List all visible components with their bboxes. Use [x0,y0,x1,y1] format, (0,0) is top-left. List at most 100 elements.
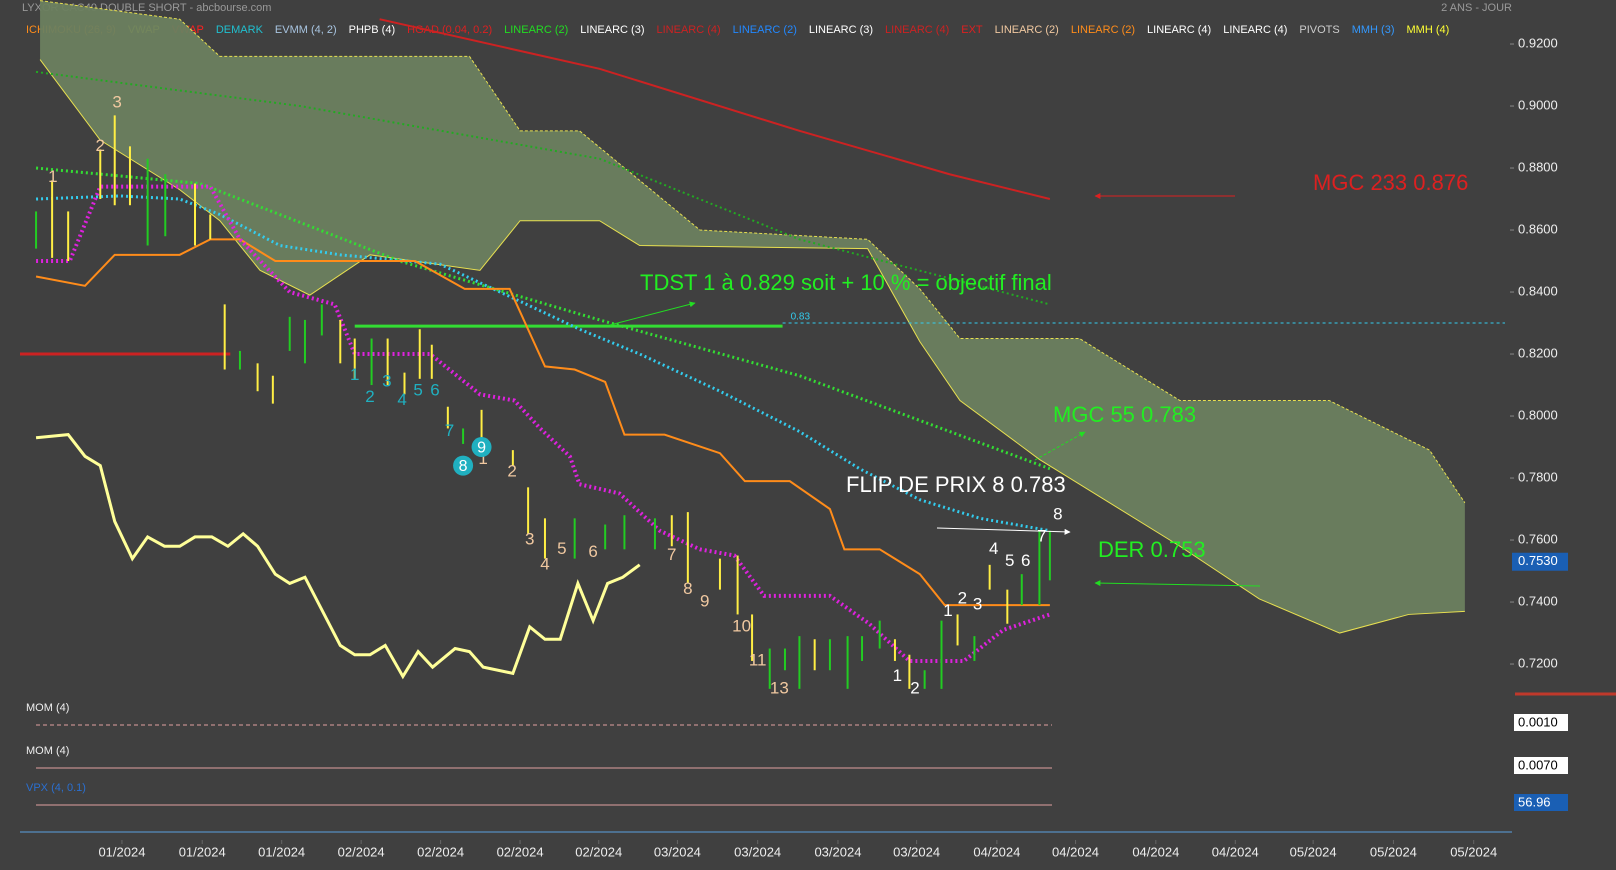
legend-entry: LINEARC (2) [504,24,568,36]
count-label: 3 [525,530,534,549]
y-tick-label: 0.7200 [1518,655,1558,670]
annotation: TDST 1 à 0.829 soit + 10 % = objectif fi… [640,270,1052,295]
legend-entry: LINEARC (4) [656,24,720,36]
indicator-line [379,18,1051,200]
last-price-label: 0.7530 [1518,553,1558,568]
annotation: MGC 233 0.876 [1313,170,1468,195]
panel-title: MOM (4) [26,702,69,714]
count-label: 9 [700,592,709,611]
arrow [1094,580,1261,587]
panel-value-box [1514,714,1568,731]
legend-entry: LINEARC (4) [1223,24,1287,36]
count-label: 8 [683,579,692,598]
count-label: 5 [413,381,422,400]
x-tick-label: 01/2024 [98,844,145,859]
count-label: 5 [1005,551,1014,570]
y-tick-label: 0.9000 [1518,97,1558,112]
annotation: MGC 55 0.783 [1053,402,1196,427]
legend-entry: HGAD (0.04, 0.2) [407,24,492,36]
count-label: 1 [943,601,952,620]
panel-value-label: 0.0070 [1518,757,1558,772]
x-tick-label: 03/2024 [814,844,861,859]
y-tick-label: 0.7600 [1518,531,1558,546]
x-tick-label: 03/2024 [893,844,940,859]
count-label: 2 [96,136,105,155]
count-label: 4 [989,539,998,558]
legend-entry: LINEARC (2) [995,24,1059,36]
legend-entry: EXT [961,24,983,36]
count-label: 3 [382,371,391,390]
legend-entry: MMH (3) [1352,24,1395,36]
x-tick-label: 02/2024 [497,844,544,859]
legend-entry: LINEARC (2) [733,24,797,36]
count-label: 9 [477,439,486,456]
legend-entry: LINEARC (3) [809,24,873,36]
x-tick-label: 02/2024 [338,844,385,859]
legend-entry: LINEARC (4) [1147,24,1211,36]
panel-title: MOM (4) [26,745,69,757]
y-tick-label: 0.8200 [1518,345,1558,360]
indicator-line [35,238,1050,607]
arrow [1034,431,1086,461]
x-tick-label: 05/2024 [1370,844,1417,859]
count-label: 7 [445,421,454,440]
cloud-upper-edge [40,0,1466,504]
y-tick-label: 0.8400 [1518,283,1558,298]
legend-entry: MMH (4) [1407,24,1450,36]
legend-entry: LINEARC (4) [885,24,949,36]
count-label: 13 [770,678,789,697]
count-label: 5 [557,539,566,558]
count-label: 1 [478,449,487,468]
last-price-box [1512,552,1568,571]
x-tick-label: 04/2024 [1132,844,1179,859]
count-circle [453,455,474,476]
legend-entry: PHPB (4) [349,24,395,36]
y-tick-label: 0.7400 [1518,593,1558,608]
x-tick-label: 04/2024 [1212,844,1259,859]
x-tick-label: 01/2024 [179,844,226,859]
panel-title: VPX (4, 0.1) [26,782,86,794]
y-tick-label: 0.8000 [1518,407,1558,422]
annotation: FLIP DE PRIX 8 0.783 [846,472,1066,497]
x-tick-label: 04/2024 [1052,844,1099,859]
y-tick-label: 0.9200 [1518,35,1558,50]
count-label: 7 [667,545,676,564]
count-label: 8 [1053,505,1062,524]
x-tick-label: 02/2024 [417,844,464,859]
count-label: 3 [112,92,121,111]
arrow [609,301,696,326]
indicator-line [35,194,1051,533]
count-label: 2 [958,588,967,607]
x-tick-label: 05/2024 [1450,844,1497,859]
x-tick-label: 01/2024 [258,844,305,859]
arrow [936,527,1071,535]
count-label: 2 [507,461,516,480]
annotation: DER 0.753 [1098,537,1206,562]
ichimoku-cloud [40,0,1465,634]
count-label: 11 [749,650,767,669]
legend-entry: PIVOTS [1299,24,1339,36]
x-tick-label: 02/2024 [575,844,622,859]
cloud-lower-edge [39,59,1465,634]
y-tick-label: 0.7800 [1518,469,1558,484]
count-label: 7 [1037,526,1046,545]
arrows [609,193,1261,587]
count-label: 6 [1021,551,1030,570]
panel-value-box [1514,794,1568,811]
panel-value-label: 56.96 [1518,794,1551,809]
indicator-line [35,433,641,680]
count-label: 4 [540,554,549,573]
count-label: 1 [48,167,57,186]
count-label: 8 [459,458,468,475]
x-tick-label: 03/2024 [734,844,781,859]
legend-entry: LINEARC (2) [1071,24,1135,36]
count-label: 2 [910,678,919,697]
legend-entry: DEMARK [216,24,264,36]
panel-value-label: 0.0010 [1518,714,1558,729]
count-label: 3 [973,595,982,614]
count-circle [471,437,492,458]
legend-entry: LINEARC (3) [580,24,644,36]
count-label: 1 [350,365,359,384]
count-label: 6 [430,381,439,400]
